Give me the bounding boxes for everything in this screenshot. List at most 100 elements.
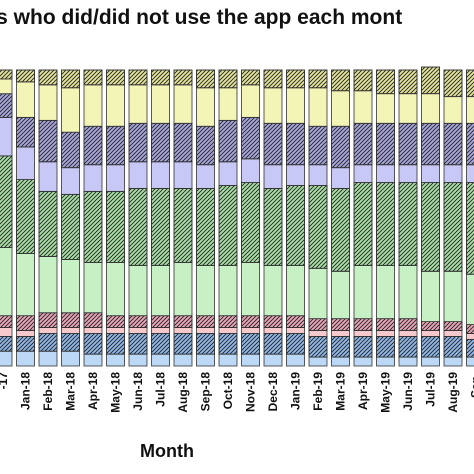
bar-segment <box>0 116 13 157</box>
bar-segment-hatch <box>241 182 260 263</box>
bar-segment <box>16 81 35 118</box>
bar-segment <box>38 327 58 334</box>
bars-layer <box>0 66 474 367</box>
bar-segment <box>331 330 350 337</box>
bar-segment <box>376 330 395 337</box>
bar-segment <box>16 330 35 337</box>
bar-segment <box>61 327 80 334</box>
bar-segment <box>151 84 170 124</box>
bar-segment-hatch <box>151 69 170 86</box>
bar-segment-hatch <box>466 182 474 275</box>
bar-segment <box>421 164 440 183</box>
bar-segment <box>196 87 215 127</box>
bar-segment <box>196 164 215 189</box>
chart-title: rs who did/did not use the app each mont <box>0 6 403 29</box>
bar-segment <box>61 350 80 367</box>
bar-segment <box>0 247 13 317</box>
bar-segment <box>353 90 373 124</box>
bar-segment-hatch <box>398 335 418 358</box>
bar-segment <box>106 261 125 317</box>
x-tick-label: Feb-18 <box>41 372 55 411</box>
bar-segment-hatch <box>83 312 103 328</box>
bar-segment-hatch <box>421 66 440 95</box>
bar-segment <box>263 353 283 367</box>
bar-segment-hatch <box>376 122 395 166</box>
bar-segment-hatch <box>83 125 103 166</box>
bar-segment-hatch <box>263 187 283 266</box>
bar-segment <box>173 261 193 317</box>
bar-segment-hatch <box>308 335 328 358</box>
bar-segment <box>128 353 148 367</box>
bar-segment <box>218 327 238 334</box>
bar-segment-hatch <box>16 179 35 254</box>
bar-segment <box>263 327 283 334</box>
bar-segment-hatch <box>106 333 125 355</box>
x-tick-label: Sep- <box>469 372 474 398</box>
bar-segment-hatch <box>0 315 13 328</box>
bar-segment <box>331 167 350 189</box>
bar-segment <box>353 330 373 337</box>
x-tick-label: -17 <box>0 372 10 390</box>
bar-segment-hatch <box>151 315 170 328</box>
bar-segment <box>218 353 238 367</box>
x-tick-label: Apr-19 <box>356 372 370 410</box>
bar-segment-hatch <box>466 69 474 98</box>
bar-segment <box>83 327 103 334</box>
bar-segment <box>38 256 58 314</box>
bar-segment <box>331 356 350 367</box>
x-tick-label: Jan-19 <box>289 372 303 410</box>
bar-segment <box>421 356 440 367</box>
bar-segment <box>241 261 260 317</box>
bar-segment-hatch <box>83 190 103 263</box>
bar-segment-hatch <box>241 333 260 355</box>
bar-segment <box>196 353 215 367</box>
bar-segment-hatch <box>196 187 215 266</box>
x-axis-label: Month <box>140 441 194 461</box>
bar-segment <box>0 78 13 95</box>
bar-segment-hatch <box>286 185 305 266</box>
x-tick-label: Sep-18 <box>199 372 213 412</box>
bar-segment <box>151 264 170 317</box>
bar-segment-hatch <box>421 335 440 358</box>
bar-segment-hatch <box>331 187 350 272</box>
bar-segment <box>151 161 170 189</box>
bar-segment <box>173 327 193 334</box>
bar-segment <box>263 87 283 124</box>
bar-segment-hatch <box>353 122 373 166</box>
bar-segment-hatch <box>466 324 474 334</box>
bar-segment <box>128 84 148 124</box>
bar-segment <box>0 327 13 337</box>
bar-segment-hatch <box>443 321 463 331</box>
bar-segment <box>286 327 305 334</box>
bar-segment-hatch <box>218 69 238 89</box>
x-tick-label: Mar-19 <box>334 372 348 411</box>
bar-segment <box>151 353 170 367</box>
bar-segment-hatch <box>173 69 193 86</box>
bar-segment <box>398 164 418 183</box>
bar-segment-hatch <box>38 190 58 257</box>
bar-segment <box>218 87 238 121</box>
x-tick-label: Oct-18 <box>221 372 235 410</box>
bar-segment <box>376 356 395 367</box>
bar-segment-hatch <box>353 318 373 331</box>
bar-segment <box>421 270 440 322</box>
bar-segment-hatch <box>443 122 463 166</box>
bar-segment-hatch <box>38 119 58 163</box>
bar-segment-hatch <box>151 122 170 163</box>
bar-segment-hatch <box>106 190 125 263</box>
bar-segment <box>128 264 148 317</box>
bar-segment-hatch <box>263 122 283 166</box>
bar-segment-hatch <box>61 312 80 328</box>
x-tick-label: Feb-19 <box>311 372 325 411</box>
bar-segment-hatch <box>376 69 395 95</box>
bar-segment <box>61 87 80 133</box>
bar-segment-hatch <box>241 315 260 328</box>
bar-segment <box>308 87 328 127</box>
bar-segment <box>398 356 418 367</box>
bar-segment-hatch <box>128 187 148 266</box>
bar-segment <box>308 356 328 367</box>
bar-segment-hatch <box>16 335 35 352</box>
bar-segment <box>353 264 373 320</box>
bar-segment <box>38 350 58 367</box>
